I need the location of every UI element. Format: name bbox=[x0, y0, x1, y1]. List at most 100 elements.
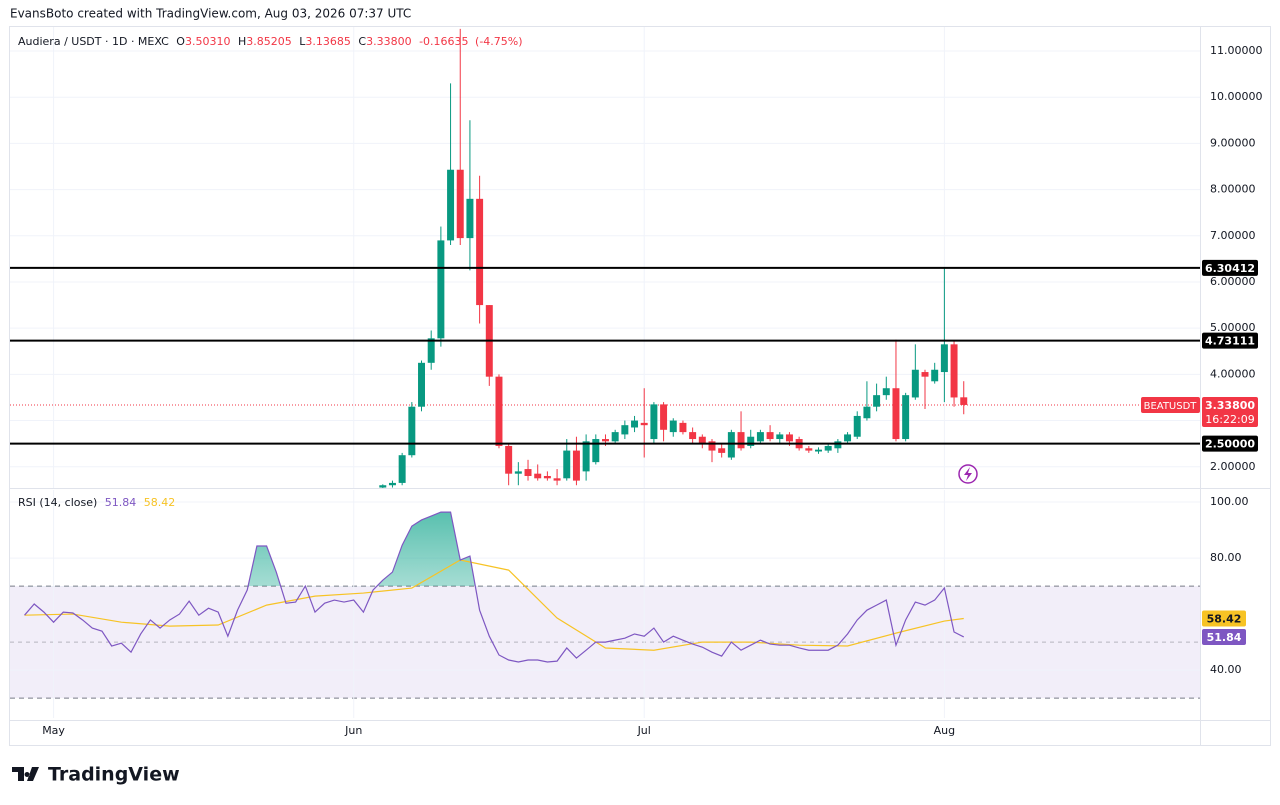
value-label: 51.84 bbox=[1207, 631, 1242, 644]
pane bbox=[10, 490, 1200, 718]
x-tick-label: Aug bbox=[934, 724, 955, 737]
candle-body bbox=[640, 422, 648, 426]
candle-body bbox=[601, 439, 609, 442]
y-tick-label: 80.00 bbox=[1210, 551, 1242, 564]
candle-body bbox=[902, 395, 910, 440]
candle-body bbox=[718, 448, 726, 453]
candle-body bbox=[756, 432, 764, 442]
y-tick-label: 11.00000 bbox=[1210, 44, 1263, 57]
candle-body bbox=[727, 432, 735, 458]
candle-body bbox=[911, 369, 919, 398]
candle-body bbox=[621, 425, 629, 435]
y-tick-label: 5.00000 bbox=[1210, 321, 1256, 334]
credit: EvansBoto created with TradingView.com, … bbox=[10, 7, 411, 21]
y-tick-label: 2.00000 bbox=[1210, 460, 1256, 473]
candle-body bbox=[960, 397, 968, 405]
candle-body bbox=[553, 478, 561, 481]
pane bbox=[10, 27, 1200, 488]
candle-body bbox=[873, 395, 881, 407]
candle-body bbox=[505, 445, 513, 474]
candle-body bbox=[447, 169, 455, 241]
level-label: 6.30412 bbox=[1205, 262, 1255, 275]
countdown-label: 16:22:09 bbox=[1205, 413, 1254, 426]
candle-body bbox=[611, 432, 619, 442]
rsi-line bbox=[24, 511, 965, 663]
candle-body bbox=[892, 388, 900, 440]
y-tick-label: 9.00000 bbox=[1210, 136, 1256, 149]
tradingview-logo: TradingView bbox=[12, 764, 180, 786]
candle-body bbox=[698, 436, 706, 444]
candle-body bbox=[466, 198, 474, 239]
close-value: 3.33800 bbox=[366, 35, 412, 48]
candle-body bbox=[534, 473, 542, 479]
y-tick-label: 10.00000 bbox=[1210, 90, 1263, 103]
candle-body bbox=[863, 406, 871, 419]
y-tick-label: 4.00000 bbox=[1210, 367, 1256, 380]
rsi-ma-legend-value: 58.42 bbox=[144, 496, 176, 509]
price-box bbox=[1202, 396, 1258, 427]
change-percent: (-4.75%) bbox=[475, 35, 523, 48]
candle-body bbox=[379, 485, 387, 488]
close-key: C bbox=[358, 35, 366, 48]
y-tick-label: 40.00 bbox=[1210, 663, 1242, 676]
rsi-line bbox=[24, 559, 964, 651]
high-value: 3.85205 bbox=[246, 35, 292, 48]
candle-body bbox=[660, 404, 668, 430]
candle-body bbox=[708, 441, 716, 451]
candle-body bbox=[572, 450, 580, 481]
candle-body bbox=[805, 448, 813, 451]
x-tick-label: May bbox=[42, 724, 65, 737]
symbol-label: BEATUSDT bbox=[1144, 401, 1198, 412]
candle-body bbox=[776, 434, 784, 440]
candle-body bbox=[408, 406, 416, 456]
candle-body bbox=[427, 338, 435, 363]
y-tick-label: 8.00000 bbox=[1210, 183, 1256, 196]
candle-body bbox=[631, 420, 639, 428]
candle-body bbox=[824, 445, 832, 451]
candle-body bbox=[853, 415, 861, 437]
candle-body bbox=[582, 441, 590, 472]
candle-body bbox=[747, 436, 755, 446]
plot-layer bbox=[10, 27, 1200, 718]
level-label-box bbox=[1202, 332, 1258, 349]
value-label-box bbox=[1202, 628, 1246, 645]
high-key: H bbox=[238, 35, 246, 48]
symbol-box bbox=[1141, 396, 1200, 413]
level-label: 2.50000 bbox=[1205, 438, 1255, 451]
candle-body bbox=[737, 432, 745, 449]
open-key: O bbox=[176, 35, 185, 48]
y-tick-label: 100.00 bbox=[1210, 495, 1249, 508]
level-label-box bbox=[1202, 435, 1258, 452]
candle-body bbox=[524, 469, 532, 476]
candle-body bbox=[679, 422, 687, 433]
rsi-legend-value: 51.84 bbox=[105, 496, 137, 509]
rsi-title: RSI (14, close) bbox=[18, 496, 97, 509]
x-tick-label: Jul bbox=[637, 724, 651, 737]
candle-body bbox=[456, 169, 464, 239]
candle-body bbox=[766, 432, 774, 440]
candle-body bbox=[514, 471, 522, 474]
y-tick-label: 6.00000 bbox=[1210, 275, 1256, 288]
overbought-fill bbox=[248, 512, 476, 587]
alert-icon bbox=[958, 464, 978, 484]
low-value: 3.13685 bbox=[305, 35, 351, 48]
candle-body bbox=[689, 432, 697, 440]
candle-body bbox=[543, 475, 551, 479]
candle-body bbox=[785, 434, 793, 442]
candle-body bbox=[834, 441, 842, 449]
candle-body bbox=[931, 369, 939, 382]
frame bbox=[9, 26, 1271, 746]
candle-body bbox=[476, 198, 484, 306]
candle-body bbox=[437, 240, 445, 339]
legend: Audiera / USDT · 1D · MEXC O3.50310 H3.8… bbox=[18, 35, 523, 48]
open-value: 3.50310 bbox=[185, 35, 231, 48]
candle-body bbox=[388, 482, 396, 486]
low-key: L bbox=[299, 35, 306, 48]
candle-body bbox=[844, 434, 852, 442]
level-label-box bbox=[1202, 259, 1258, 276]
value-label-box bbox=[1202, 610, 1246, 627]
change: -0.16635 bbox=[419, 35, 468, 48]
x-tick-label: Jun bbox=[344, 724, 362, 737]
value-label: 58.42 bbox=[1207, 613, 1242, 626]
